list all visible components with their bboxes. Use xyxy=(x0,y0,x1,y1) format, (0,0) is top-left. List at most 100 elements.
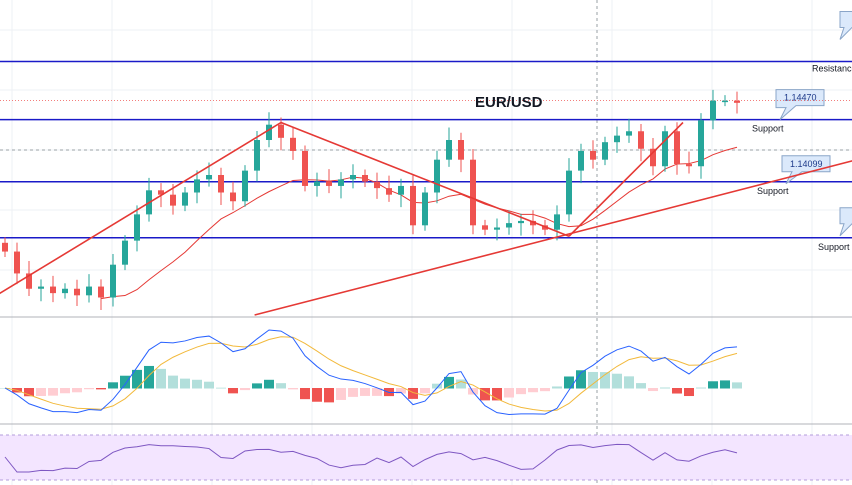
macd-histogram-bar xyxy=(300,388,310,400)
macd-histogram-bar xyxy=(696,387,706,389)
candle-body xyxy=(26,273,32,289)
macd-histogram-bar xyxy=(540,388,550,392)
candle-body xyxy=(398,185,404,195)
macd-histogram-bar xyxy=(108,382,118,389)
macd-histogram-bar xyxy=(648,388,658,392)
candle-body xyxy=(206,175,212,180)
macd-histogram-bar xyxy=(60,388,70,394)
price-callout xyxy=(781,155,831,185)
candle-body xyxy=(626,131,632,136)
macd-histogram-bar xyxy=(456,379,466,389)
candle-body xyxy=(386,188,392,195)
macd-histogram-bar xyxy=(156,368,166,389)
macd-histogram-bar xyxy=(528,388,538,393)
candle-body xyxy=(134,214,140,241)
candle-body xyxy=(422,192,428,226)
candle-body xyxy=(530,220,536,226)
candle-body xyxy=(254,140,260,171)
macd-histogram-bar xyxy=(612,373,622,389)
macd-histogram-bar xyxy=(732,382,742,389)
macd-histogram-bar xyxy=(660,387,670,389)
trend-line xyxy=(568,121,684,237)
candle-body xyxy=(122,240,128,265)
candle-body xyxy=(194,179,200,193)
candle-body xyxy=(638,131,644,149)
price-callout xyxy=(839,10,852,40)
macd-histogram-bar xyxy=(48,388,58,396)
price-callout xyxy=(775,89,825,121)
candle-body xyxy=(686,164,692,167)
candle-body xyxy=(554,214,560,230)
macd-histogram-bar xyxy=(288,388,298,390)
candle-body xyxy=(74,288,80,296)
candle-body xyxy=(38,286,44,289)
macd-histogram-bar xyxy=(36,388,46,396)
macd-histogram-bar xyxy=(432,383,442,389)
macd-histogram-bar xyxy=(624,376,634,389)
macd-histogram-bar xyxy=(192,379,202,389)
macd-histogram-bar xyxy=(720,380,730,389)
candle-body xyxy=(362,175,368,182)
macd-histogram-bar xyxy=(348,388,358,397)
rsi-line xyxy=(4,443,738,473)
candle-body xyxy=(482,225,488,230)
macd-histogram-bar xyxy=(708,381,718,389)
macd-histogram-bar xyxy=(252,383,262,389)
level-label: Support xyxy=(752,124,784,134)
candle-body xyxy=(470,159,476,226)
macd-histogram-bar xyxy=(96,388,106,390)
candle-body xyxy=(14,251,20,274)
macd-histogram-bar xyxy=(480,388,490,401)
candle-body xyxy=(614,135,620,143)
trend-line xyxy=(0,121,282,295)
candle-body xyxy=(302,150,308,186)
chart-title: EUR/USD xyxy=(475,94,543,111)
candle-body xyxy=(278,124,284,138)
macd-histogram-bar xyxy=(672,388,682,394)
candle-body xyxy=(578,150,584,171)
candle-body xyxy=(350,175,356,180)
candle-body xyxy=(566,170,572,215)
trend-line xyxy=(254,160,852,316)
candle-body xyxy=(410,185,416,226)
macd-histogram-bar xyxy=(600,372,610,389)
macd-histogram-bar xyxy=(444,376,454,389)
macd-histogram-bar xyxy=(264,379,274,389)
macd-histogram-bar xyxy=(492,388,502,401)
macd-line xyxy=(4,329,738,416)
candle-body xyxy=(650,148,656,167)
candle-body xyxy=(110,264,116,298)
macd-histogram-bar xyxy=(132,369,142,389)
macd-histogram-bar xyxy=(396,388,406,394)
price-callout xyxy=(839,207,852,237)
candle-body xyxy=(170,194,176,206)
candle-body xyxy=(86,286,92,296)
candle-body xyxy=(218,175,224,193)
macd-histogram-bar xyxy=(636,383,646,389)
price-callout-text: 1.14470 xyxy=(784,93,817,103)
candle-body xyxy=(2,242,8,252)
macd-histogram-bar xyxy=(552,386,562,389)
macd-histogram-bar xyxy=(516,388,526,395)
candle-body xyxy=(50,286,56,294)
candle-body xyxy=(314,181,320,186)
macd-histogram-bar xyxy=(120,375,130,389)
macd-histogram-bar xyxy=(228,388,238,394)
macd-histogram-bar xyxy=(276,383,286,389)
rsi-band xyxy=(0,435,852,480)
candle-body xyxy=(242,170,248,202)
level-label: Support xyxy=(757,186,789,196)
macd-histogram-bar xyxy=(24,388,34,397)
candle-body xyxy=(338,179,344,186)
macd-histogram-bar xyxy=(168,375,178,389)
macd-histogram-bar xyxy=(372,388,382,396)
candle-body xyxy=(506,223,512,228)
candle-body xyxy=(326,181,332,186)
macd-histogram-bar xyxy=(336,388,346,400)
macd-histogram-bar xyxy=(360,388,370,396)
macd-histogram-bar xyxy=(420,388,430,394)
macd-histogram-bar xyxy=(576,370,586,389)
macd-histogram-bar xyxy=(84,388,94,390)
moving-average-line xyxy=(100,146,738,300)
macd-histogram-bar xyxy=(324,388,334,403)
